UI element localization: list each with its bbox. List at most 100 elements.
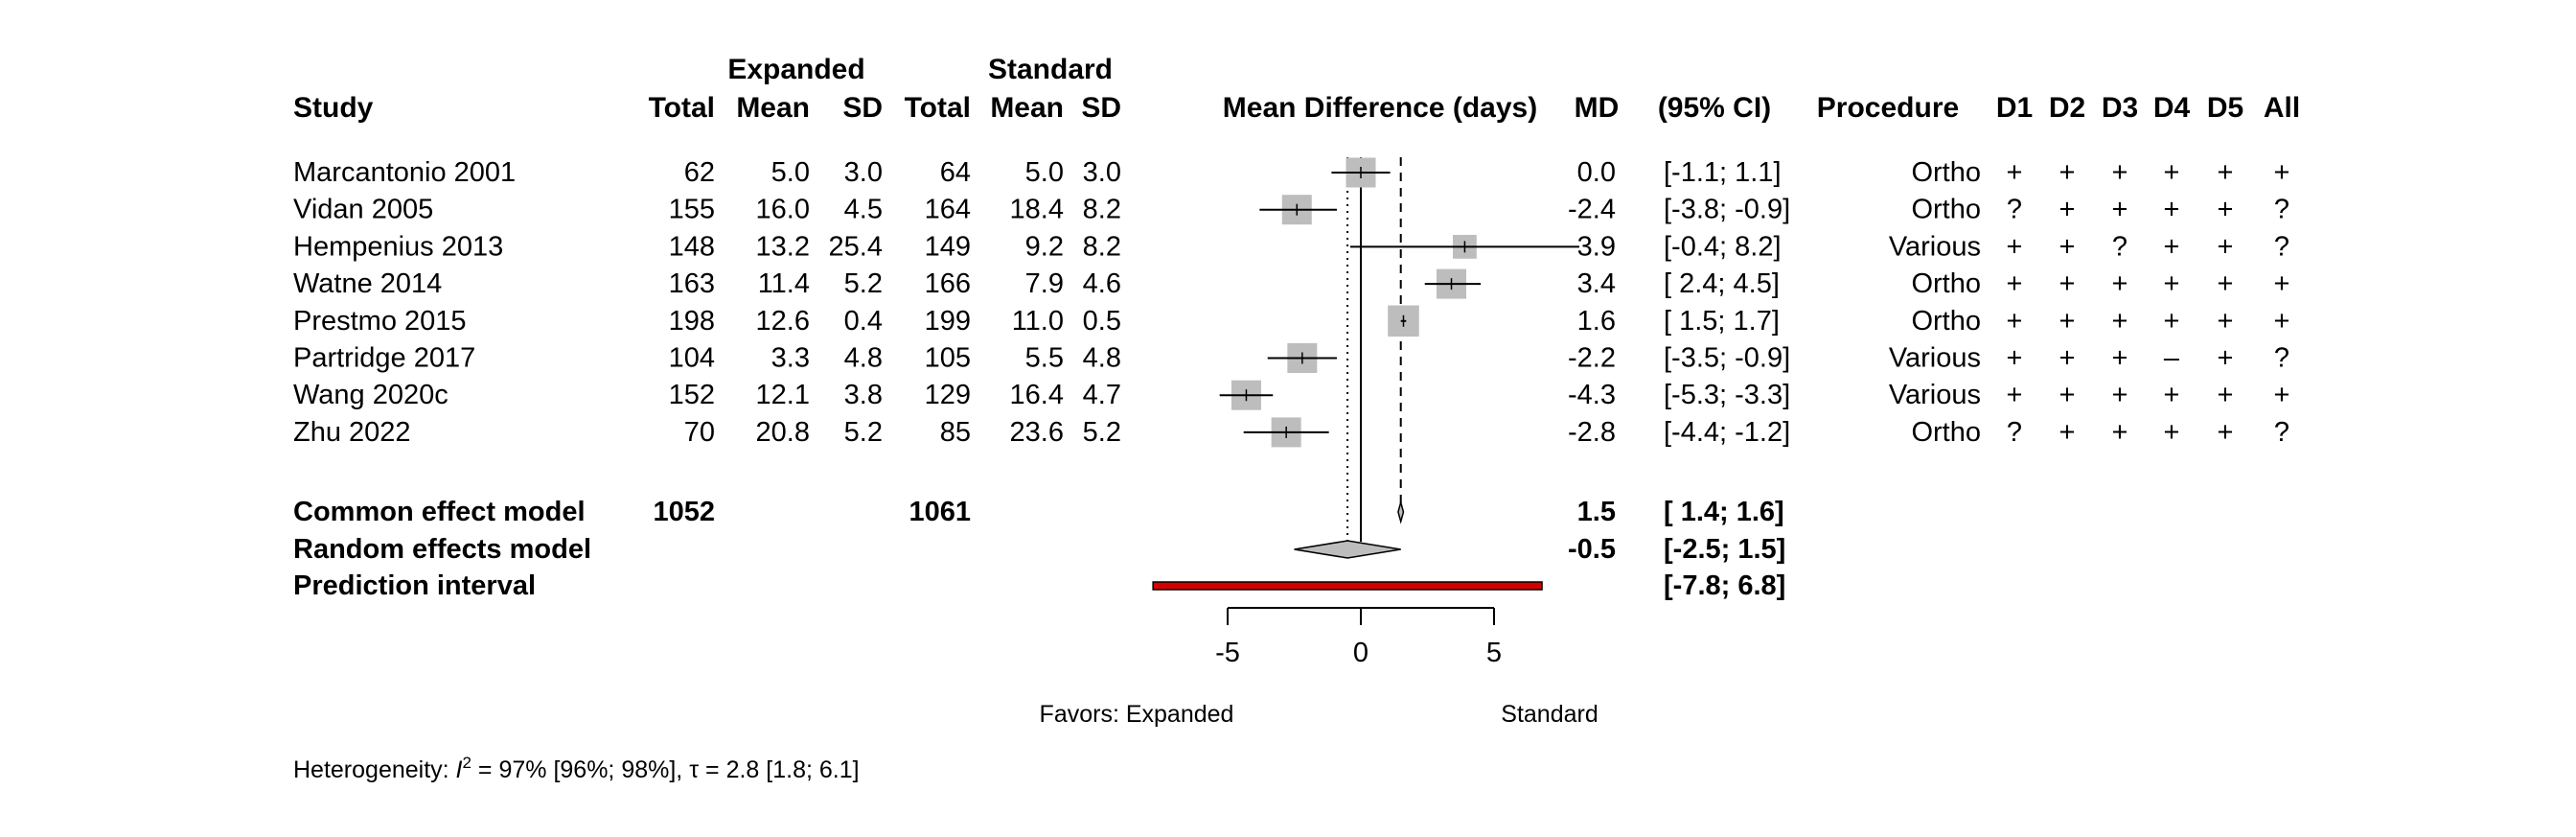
standard-sd: 4.7	[1083, 380, 1121, 410]
rob-judgement: +	[2218, 380, 2234, 410]
expanded-mean: 12.6	[756, 306, 810, 337]
group-standard-header: Standard	[988, 54, 1113, 85]
rob-judgement: +	[2007, 380, 2023, 410]
rob-judgement: +	[2059, 343, 2076, 374]
x-tick-label: 0	[1353, 638, 1368, 668]
rob-judgement: +	[2274, 268, 2290, 299]
common-ci-value: [ 1.4; 1.6]	[1664, 497, 1784, 527]
expanded-total: 62	[684, 157, 715, 188]
x-tick-label: 5	[1486, 638, 1502, 668]
md-header: MD	[1575, 92, 1620, 124]
study-row: Partridge 2017 104 3.3 4.8 105 5.5 4.8 -2.2 [-3.…	[293, 343, 2289, 374]
random-md-value: -0.5	[1568, 534, 1616, 565]
ci-value: [-5.3; -3.3]	[1664, 380, 1790, 410]
expanded-total: 70	[684, 417, 715, 448]
ci-header: (95% CI)	[1658, 92, 1771, 124]
rob-judgement: ?	[2274, 343, 2289, 374]
expanded-total: 152	[669, 380, 715, 410]
study-row: Vidan 2005 155 16.0 4.5 164 18.4 8.2 -2.4 [-3.8;…	[293, 195, 2289, 225]
standard-total: 149	[925, 231, 971, 262]
prediction-interval-label: Prediction interval	[293, 570, 536, 601]
rob-judgement: +	[2007, 306, 2023, 337]
md-value: -2.2	[1568, 343, 1616, 374]
study-column-header: Study	[293, 92, 374, 124]
study-row: Prestmo 2015 198 12.6 0.4 199 11.0 0.5 1.6 [ 1.5…	[293, 306, 2289, 337]
expanded-sd: 4.8	[844, 343, 883, 374]
rob-judgement: +	[2164, 268, 2180, 299]
procedure-value: Ortho	[1911, 157, 1981, 188]
domain-d4-header: D4	[2153, 92, 2191, 124]
plot-area: -5 0 5	[1152, 157, 1579, 668]
domain-d3-header: D3	[2102, 92, 2138, 124]
domain-d1-header: D1	[1996, 92, 2033, 124]
standard-mean: 18.4	[1010, 195, 1064, 225]
rob-judgement: +	[2218, 231, 2234, 262]
expanded-sd: 5.2	[844, 268, 883, 299]
procedure-value: Various	[1889, 231, 1981, 262]
standard-mean: 7.9	[1025, 268, 1064, 299]
rob-judgement: ?	[2274, 195, 2289, 225]
expanded-total: 198	[669, 306, 715, 337]
domain-d5-header: D5	[2207, 92, 2243, 124]
rob-judgement: +	[2218, 306, 2234, 337]
study-name: Partridge 2017	[293, 343, 475, 374]
favors-standard-label: Standard	[1501, 701, 1598, 728]
standard-mean: 16.4	[1010, 380, 1064, 410]
procedure-value: Various	[1889, 380, 1981, 410]
md-value: 0.0	[1577, 157, 1616, 188]
study-name: Hempenius 2013	[293, 231, 503, 262]
standard-mean-header: Mean	[990, 92, 1064, 124]
expanded-mean: 5.0	[771, 157, 810, 188]
domain-all-header: All	[2264, 92, 2300, 124]
study-row: Watne 2014 163 11.4 5.2 166 7.9 4.6 3.4 [ 2.4; 4…	[293, 268, 2289, 299]
standard-mean: 5.5	[1025, 343, 1064, 374]
rob-judgement: +	[2059, 268, 2076, 299]
study-name: Watne 2014	[293, 268, 442, 299]
standard-total: 166	[925, 268, 971, 299]
rob-judgement: +	[2164, 231, 2180, 262]
md-value: -4.3	[1568, 380, 1616, 410]
expanded-sd: 25.4	[829, 231, 883, 262]
md-value: 1.6	[1577, 306, 1616, 337]
i2-letter: I	[456, 756, 463, 783]
rob-judgement: +	[2059, 417, 2076, 448]
prediction-ci-value: [-7.8; 6.8]	[1664, 570, 1785, 601]
plot-header: Mean Difference (days)	[1223, 92, 1537, 124]
standard-mean: 23.6	[1010, 417, 1064, 448]
expanded-total-header: Total	[649, 92, 715, 124]
domain-d2-header: D2	[2049, 92, 2085, 124]
procedure-value: Ortho	[1911, 268, 1981, 299]
standard-total: 199	[925, 306, 971, 337]
summary-rows: Common effect model 1052 1061 1.5 [ 1.4;…	[293, 497, 1785, 601]
expanded-total: 104	[669, 343, 715, 374]
group-expanded-header: Expanded	[727, 54, 864, 85]
expanded-mean: 20.8	[756, 417, 810, 448]
standard-total: 164	[925, 195, 971, 225]
standard-mean: 9.2	[1025, 231, 1064, 262]
study-name: Zhu 2022	[293, 417, 411, 448]
study-rows: Marcantonio 2001 62 5.0 3.0 64 5.0 3.0 0.0 [-1.1…	[293, 157, 2289, 448]
standard-mean: 11.0	[1012, 306, 1064, 337]
rob-judgement: +	[2007, 268, 2023, 299]
heterogeneity-prefix: Heterogeneity:	[293, 756, 456, 783]
standard-total: 129	[925, 380, 971, 410]
study-row: Zhu 2022 70 20.8 5.2 85 23.6 5.2 -2.8 [-4.4; -1.…	[293, 417, 2289, 448]
ci-value: [-3.5; -0.9]	[1664, 343, 1790, 374]
ci-value: [-1.1; 1.1]	[1664, 157, 1782, 188]
standard-sd: 4.8	[1083, 343, 1121, 374]
rob-judgement: +	[2059, 157, 2076, 188]
table-header: Expanded Standard Study Total Mean SD To…	[293, 54, 2300, 124]
procedure-value: Ortho	[1911, 195, 1981, 225]
rob-judgement: –	[2164, 343, 2180, 374]
rob-judgement: +	[2059, 195, 2076, 225]
procedure-value: Ortho	[1911, 417, 1981, 448]
procedure-header: Procedure	[1817, 92, 1959, 124]
procedure-value: Various	[1889, 343, 1981, 374]
prediction-interval-bar	[1152, 581, 1543, 591]
expanded-total: 163	[669, 268, 715, 299]
rob-judgement: ?	[2007, 417, 2022, 448]
common-standard-total: 1061	[908, 497, 971, 527]
study-row: Hempenius 2013 148 13.2 25.4 149 9.2 8.2 3.9 [-0…	[293, 231, 2289, 262]
rob-judgement: +	[2164, 306, 2180, 337]
